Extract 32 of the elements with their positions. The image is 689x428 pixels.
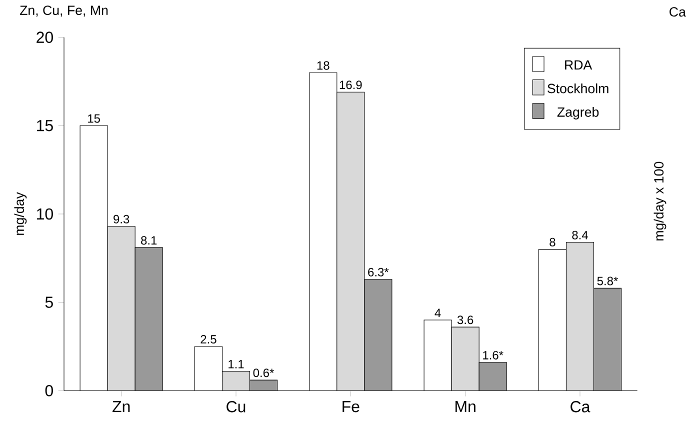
data-label: 8.4	[572, 230, 588, 240]
x-tick-label: Ca	[570, 401, 590, 412]
y-tick-label: 0	[45, 384, 53, 396]
data-label: 4	[434, 308, 441, 318]
data-label: 5.8*	[597, 276, 618, 286]
text: Ca	[670, 7, 686, 17]
y2-axis-title: mg/day x 100	[654, 162, 666, 240]
data-label: 8.1	[141, 236, 157, 245]
data-label: 18	[317, 61, 330, 70]
legend-label: Zagreb	[557, 107, 599, 120]
y-tick-label: 10	[37, 208, 53, 220]
legend-label: Stockholm	[548, 83, 608, 94]
data-label: 8	[550, 238, 556, 246]
x-tick-label: Fe	[342, 401, 360, 412]
y-tick-label: 5	[45, 296, 53, 308]
data-label: 1.1	[228, 360, 244, 368]
y-tick-label: 20	[36, 32, 53, 43]
x-tick-label: Cu	[226, 401, 246, 412]
data-label: 2.5	[200, 335, 216, 344]
legend-label: RDA	[565, 60, 592, 70]
y-tick-label: 15	[37, 120, 53, 132]
data-label: 16.9	[340, 80, 362, 90]
data-label: 6.3*	[368, 268, 389, 276]
data-label: 9.3	[114, 214, 130, 224]
data-label: 15	[88, 114, 100, 123]
data-label: 1.6*	[483, 350, 504, 360]
y-axis-title: mg/day	[14, 192, 27, 235]
data-label: 0.6*	[253, 368, 274, 378]
text: Zn, Cu, Fe, Mn	[20, 6, 108, 17]
x-tick-label: Mn	[456, 401, 476, 412]
data-label: 3.6	[457, 316, 474, 324]
x-tick-label: Zn	[112, 401, 130, 412]
